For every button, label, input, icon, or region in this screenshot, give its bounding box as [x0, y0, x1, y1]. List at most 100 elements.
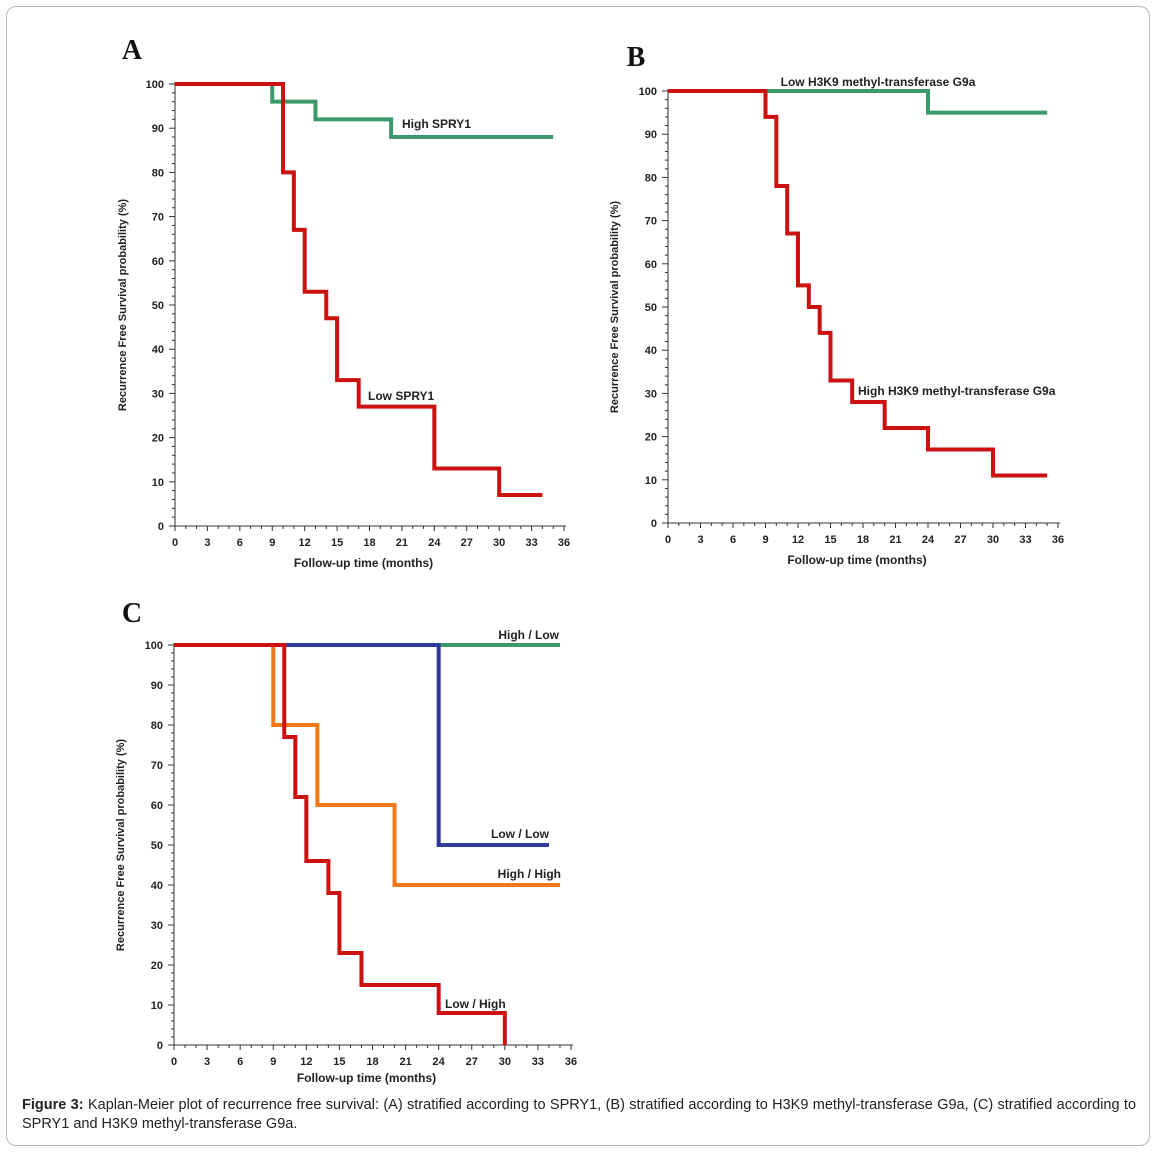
x-tick-label: 30 — [499, 1056, 511, 1068]
figure-frame — [6, 6, 1150, 1146]
x-tick-label: 36 — [558, 537, 570, 549]
panel-b: B0 3 6 9 12 15 18 21 24 27 30 33 3601020304050607080… — [609, 42, 1064, 567]
x-tick-label: 0 — [172, 537, 178, 549]
y-tick-label: 40 — [645, 345, 657, 357]
x-tick-label: 30 — [987, 534, 999, 546]
x-tick-label: 18 — [857, 534, 869, 546]
x-tick-label: 30 — [493, 537, 505, 549]
y-tick-label: 100 — [146, 79, 164, 91]
y-tick-label: 50 — [645, 302, 657, 314]
x-tick-label: 36 — [1052, 534, 1064, 546]
x-tick-label: 21 — [396, 537, 408, 549]
x-tick-label: 0 — [665, 534, 671, 546]
x-tick-label: 24 — [433, 1056, 446, 1068]
y-tick-label: 0 — [158, 521, 164, 533]
y-tick-label: 80 — [645, 172, 657, 184]
x-axis-label: Follow-up time (months) — [294, 556, 433, 570]
panel-letter: A — [122, 35, 143, 66]
y-tick-label: 60 — [645, 259, 657, 271]
x-tick-label: 9 — [270, 1056, 276, 1068]
y-tick-label: 90 — [152, 123, 164, 135]
series-line — [668, 89, 1048, 478]
y-tick-label: 90 — [645, 129, 657, 141]
series-label: Low H3K9 methyl-transferase G9a — [781, 75, 976, 89]
x-tick-label: 9 — [762, 534, 768, 546]
y-tick-label: 70 — [152, 212, 164, 224]
panel-a: A0 3 6 9 12 15 18 21 24 27 30 33 3601020304050607080… — [117, 35, 570, 570]
x-tick-label: 21 — [399, 1056, 411, 1068]
y-tick-label: 20 — [152, 433, 164, 445]
y-tick-label: 30 — [151, 920, 163, 932]
y-tick-label: 90 — [151, 680, 163, 692]
x-tick-label: 36 — [565, 1056, 577, 1068]
x-tick-label: 18 — [363, 537, 375, 549]
caption-label: Figure 3: — [22, 1097, 84, 1113]
y-tick-label: 20 — [151, 960, 163, 972]
series-label: Low / Low — [491, 827, 550, 841]
x-tick-label: 3 — [204, 537, 210, 549]
x-axis-label: Follow-up time (months) — [297, 1071, 436, 1085]
panel-c: C0 3 6 9 12 15 18 21 24 27 30 33 3601020304050607080… — [115, 598, 577, 1085]
x-tick-label: 12 — [299, 537, 311, 549]
y-tick-label: 30 — [152, 388, 164, 400]
x-tick-label: 27 — [466, 1056, 478, 1068]
y-tick-label: 10 — [151, 1000, 163, 1012]
x-tick-label: 18 — [366, 1056, 378, 1068]
figure-caption: Figure 3: Kaplan-Meier plot of recurrenc… — [22, 1096, 1136, 1134]
y-axis-label: Recurrence Free Survival probability (%) — [609, 201, 621, 413]
y-tick-label: 60 — [152, 256, 164, 268]
x-tick-label: 0 — [171, 1056, 177, 1068]
x-tick-label: 6 — [237, 537, 243, 549]
caption-text: Kaplan-Meier plot of recurrence free sur… — [22, 1097, 1137, 1132]
x-tick-label: 21 — [889, 534, 901, 546]
x-axis-label: Follow-up time (months) — [787, 553, 926, 567]
series-label: High H3K9 methyl-transferase G9a — [858, 384, 1056, 398]
x-tick-label: 9 — [269, 537, 275, 549]
y-axis-label: Recurrence Free Survival probability (%) — [117, 199, 129, 411]
y-tick-label: 100 — [639, 86, 657, 98]
y-tick-label: 80 — [151, 720, 163, 732]
y-tick-label: 40 — [152, 344, 164, 356]
x-tick-label: 15 — [333, 1056, 345, 1068]
series-label: High / Low — [498, 628, 559, 642]
x-tick-label: 24 — [922, 534, 935, 546]
series-line — [668, 89, 1048, 115]
series-line — [174, 643, 549, 847]
x-tick-label: 15 — [824, 534, 836, 546]
series-line — [175, 82, 543, 498]
y-tick-label: 70 — [645, 216, 657, 228]
series-label: Low / High — [445, 997, 506, 1011]
y-tick-label: 40 — [151, 880, 163, 892]
y-axis-label: Recurrence Free Survival probability (%) — [115, 739, 127, 951]
y-tick-label: 20 — [645, 432, 657, 444]
panel-letter: B — [627, 42, 646, 73]
y-tick-label: 50 — [152, 300, 164, 312]
y-tick-label: 70 — [151, 760, 163, 772]
y-tick-label: 60 — [151, 800, 163, 812]
panel-letter: C — [122, 598, 142, 629]
x-tick-label: 24 — [428, 537, 441, 549]
y-tick-label: 0 — [651, 518, 657, 530]
x-tick-label: 6 — [237, 1056, 243, 1068]
y-tick-label: 100 — [145, 640, 163, 652]
series-label: High / High — [498, 867, 561, 881]
x-tick-label: 33 — [532, 1056, 544, 1068]
x-tick-label: 27 — [461, 537, 473, 549]
series-line — [174, 643, 560, 887]
series-line — [174, 643, 507, 1045]
x-tick-label: 33 — [1019, 534, 1031, 546]
x-tick-label: 6 — [730, 534, 736, 546]
y-tick-label: 10 — [645, 475, 657, 487]
x-tick-label: 12 — [792, 534, 804, 546]
x-tick-label: 3 — [697, 534, 703, 546]
series-line — [175, 82, 554, 140]
x-tick-label: 12 — [300, 1056, 312, 1068]
y-tick-label: 80 — [152, 167, 164, 179]
x-tick-label: 33 — [525, 537, 537, 549]
x-tick-label: 3 — [204, 1056, 210, 1068]
y-tick-label: 30 — [645, 388, 657, 400]
x-tick-label: 15 — [331, 537, 343, 549]
y-tick-label: 0 — [157, 1040, 163, 1052]
y-tick-label: 50 — [151, 840, 163, 852]
